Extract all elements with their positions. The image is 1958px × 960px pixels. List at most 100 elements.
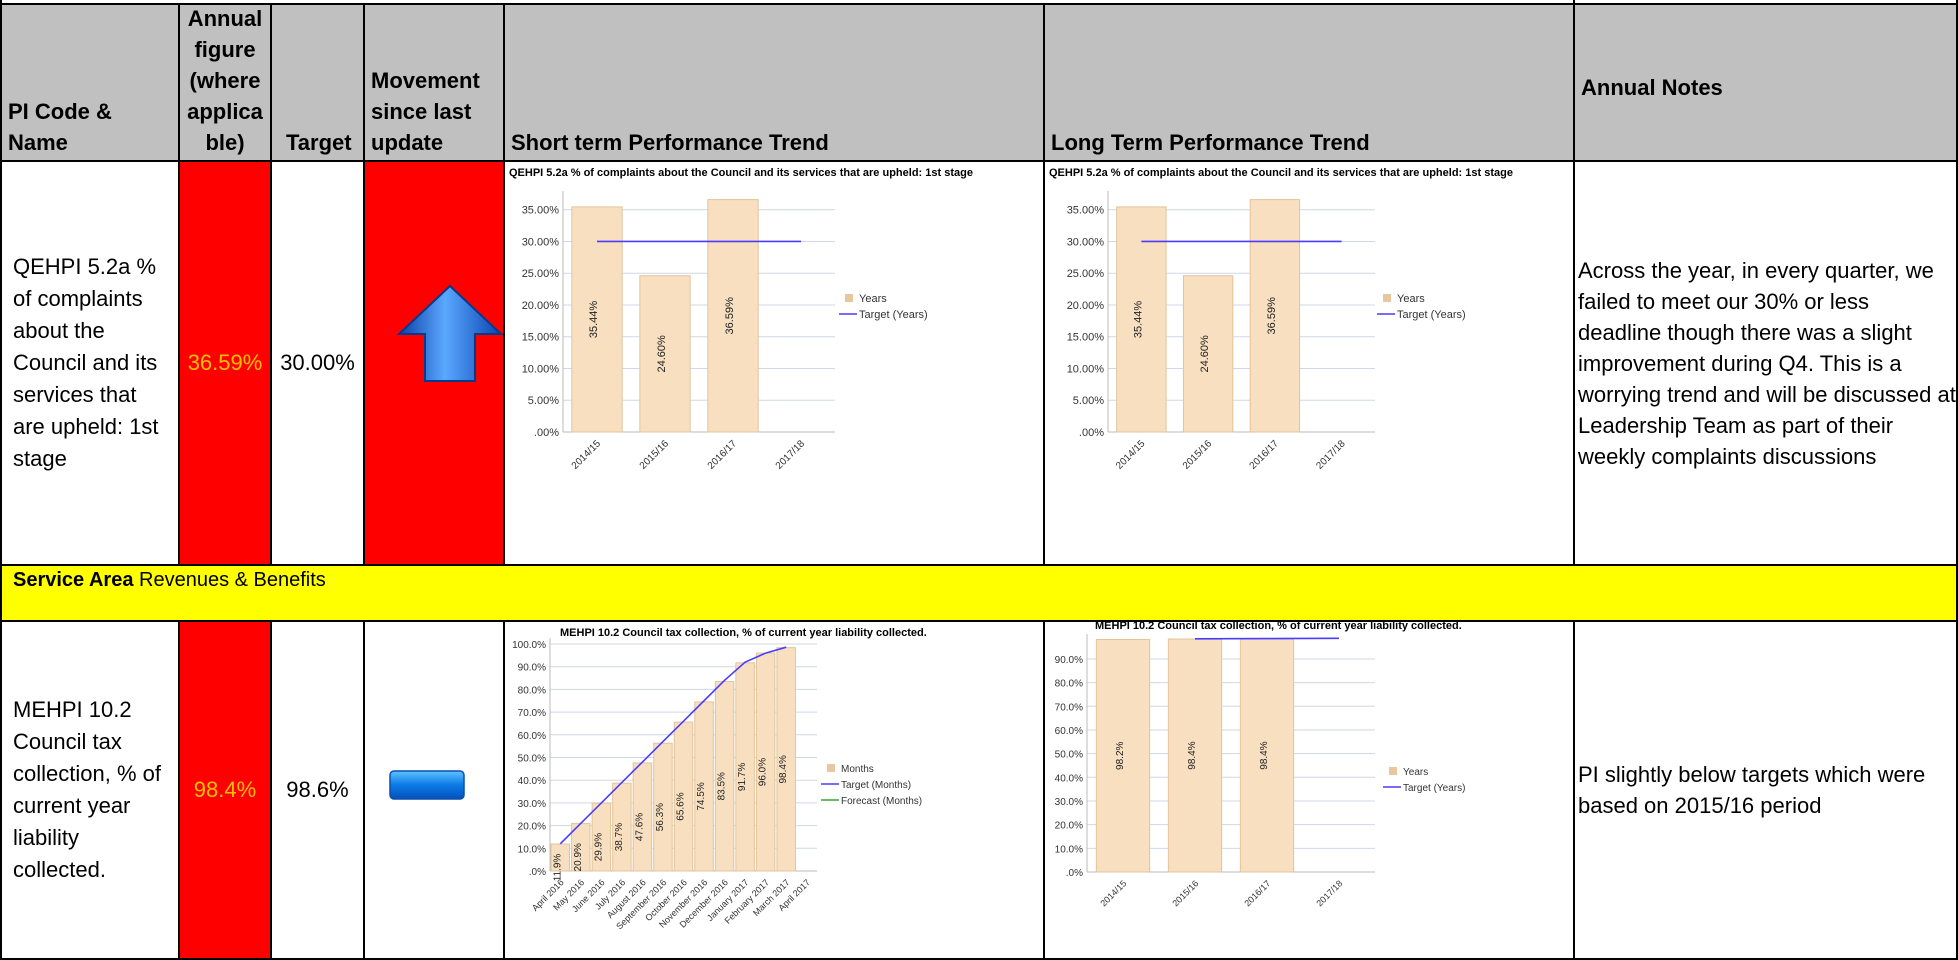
y-tick-label: 10.0% <box>518 844 546 855</box>
x-tick-label: 2015/16 <box>1170 878 1200 908</box>
legend-label: Forecast (Months) <box>841 796 922 807</box>
row1-annual-value: 36.59% <box>188 350 263 376</box>
y-tick-label: 70.0% <box>518 708 546 719</box>
row2-notes: PI slightly below targets which were bas… <box>1573 620 1958 960</box>
header-movement: Movement since last update <box>363 3 505 162</box>
x-tick-label: 2017/18 <box>1314 438 1348 472</box>
bar-value-label: 38.7% <box>614 823 625 851</box>
legend-label: Target (Years) <box>1403 783 1465 794</box>
row2-long-trend-cell: MEHPI 10.2 Council tax collection, % of … <box>1043 620 1575 960</box>
y-tick-label: .00% <box>534 427 559 439</box>
legend-label: Years <box>1397 293 1425 305</box>
x-tick-label: 2014/15 <box>1098 878 1128 908</box>
y-tick-label: 30.0% <box>518 799 546 810</box>
dash-icon <box>387 766 467 806</box>
row1-short-trend-cell: QEHPI 5.2a % of complaints about the Cou… <box>503 160 1045 566</box>
y-tick-label: .0% <box>1066 868 1083 879</box>
row2-movement <box>363 620 505 960</box>
x-tick-label: 2016/17 <box>706 438 740 472</box>
chart-title: MEHPI 10.2 Council tax collection, % of … <box>560 627 927 639</box>
y-tick-label: 10.00% <box>1067 363 1105 375</box>
chart-title: QEHPI 5.2a % of complaints about the Cou… <box>1049 167 1513 179</box>
row2-target-value: 98.6% <box>286 777 348 803</box>
x-tick-label: 2016/17 <box>1248 438 1282 472</box>
y-tick-label: .0% <box>529 867 546 878</box>
row2-notes-text: PI slightly below targets which were bas… <box>1578 759 1956 821</box>
y-tick-label: 20.0% <box>1055 821 1083 832</box>
header-target-label: Target <box>286 127 352 158</box>
bar-value-label: 98.4% <box>778 755 789 783</box>
y-tick-label: 30.00% <box>1067 236 1105 248</box>
y-tick-label: 5.00% <box>1073 395 1104 407</box>
bar-value-label: 29.9% <box>593 833 604 861</box>
header-annual-notes: Annual Notes <box>1573 3 1958 162</box>
y-tick-label: 60.0% <box>1055 726 1083 737</box>
y-tick-label: 5.00% <box>528 395 559 407</box>
legend-label: Target (Months) <box>841 780 911 791</box>
row2-pi-name: MEHPI 10.2 Council tax collection, % of … <box>0 620 180 960</box>
bar-value-label: 98.4% <box>1187 741 1198 769</box>
bar-value-label: 36.59% <box>1266 297 1278 335</box>
bar-value-label: 56.3% <box>655 803 666 831</box>
header-annual-figure: Annual figure (where applicable) <box>178 3 272 162</box>
y-tick-label: 80.0% <box>518 685 546 696</box>
y-tick-label: 10.0% <box>1055 844 1083 855</box>
y-tick-label: 35.00% <box>1067 205 1105 217</box>
arrow-up-icon <box>395 284 505 384</box>
y-tick-label: 70.0% <box>1055 702 1083 713</box>
header-annual-notes-label: Annual Notes <box>1581 72 1723 103</box>
y-tick-label: 15.00% <box>522 332 560 344</box>
bar-value-label: 47.6% <box>634 813 645 841</box>
service-area-band: Service Area Revenues & Benefits <box>0 564 1958 622</box>
bar-value-label: 74.5% <box>696 782 707 810</box>
bar-value-label: 24.60% <box>1199 335 1211 373</box>
chart-title: MEHPI 10.2 Council tax collection, % of … <box>1095 622 1462 632</box>
legend-swatch <box>827 764 835 772</box>
legend-swatch <box>1383 294 1391 302</box>
row2-short-trend-cell: MEHPI 10.2 Council tax collection, % of … <box>503 620 1045 960</box>
x-tick-label: 2017/18 <box>1314 878 1344 908</box>
legend-label: Years <box>1403 767 1428 778</box>
row2-annual-value: 98.4% <box>194 777 256 803</box>
bar-value-label: 36.59% <box>724 297 736 335</box>
bar-value-label: 83.5% <box>717 772 728 800</box>
header-movement-label: Movement since last update <box>371 65 491 158</box>
y-tick-label: 20.00% <box>522 300 560 312</box>
legend-label: Years <box>859 293 887 305</box>
bar-value-label: 35.44% <box>1132 301 1144 339</box>
x-tick-label: 2014/15 <box>1114 438 1148 472</box>
legend-label: Target (Years) <box>859 309 928 321</box>
row1-movement <box>363 160 505 566</box>
y-tick-label: 25.00% <box>1067 268 1105 280</box>
header-long-trend: Long Term Performance Trend <box>1043 3 1575 162</box>
row2-target: 98.6% <box>270 620 365 960</box>
chart-title: QEHPI 5.2a % of complaints about the Cou… <box>509 167 973 179</box>
y-tick-label: 20.00% <box>1067 300 1105 312</box>
row1-long-trend-chart: QEHPI 5.2a % of complaints about the Cou… <box>1045 162 1573 564</box>
header-long-trend-label: Long Term Performance Trend <box>1051 127 1370 158</box>
y-tick-label: 10.00% <box>522 363 560 375</box>
bar-value-label: 98.2% <box>1115 741 1126 769</box>
service-area-name: Revenues & Benefits <box>139 569 326 591</box>
y-tick-label: 50.0% <box>518 754 546 765</box>
y-tick-label: 40.0% <box>518 776 546 787</box>
y-tick-label: 15.00% <box>1067 332 1105 344</box>
row2-annual-figure: 98.4% <box>178 620 272 960</box>
row1-pi-name: QEHPI 5.2a % of complaints about the Cou… <box>0 160 180 566</box>
y-tick-label: 35.00% <box>522 205 560 217</box>
header-target: Target <box>270 3 365 162</box>
row2-long-trend-chart: MEHPI 10.2 Council tax collection, % of … <box>1045 622 1573 958</box>
row1-annual-figure: 36.59% <box>178 160 272 566</box>
y-tick-label: 30.00% <box>522 236 560 248</box>
header-annual-figure-label: Annual figure (where applicable) <box>182 3 268 158</box>
bar-value-label: 35.44% <box>588 301 600 339</box>
legend-swatch <box>1389 767 1397 775</box>
service-area-label: Service Area <box>13 569 133 591</box>
row1-target-value: 30.00% <box>280 350 355 376</box>
y-tick-label: 60.0% <box>518 731 546 742</box>
x-tick-label: 2014/15 <box>570 438 604 472</box>
bar-value-label: 24.60% <box>656 335 668 373</box>
row2-pi-name-text: MEHPI 10.2 Council tax collection, % of … <box>13 694 174 886</box>
bar-value-label: 20.9% <box>573 843 584 871</box>
